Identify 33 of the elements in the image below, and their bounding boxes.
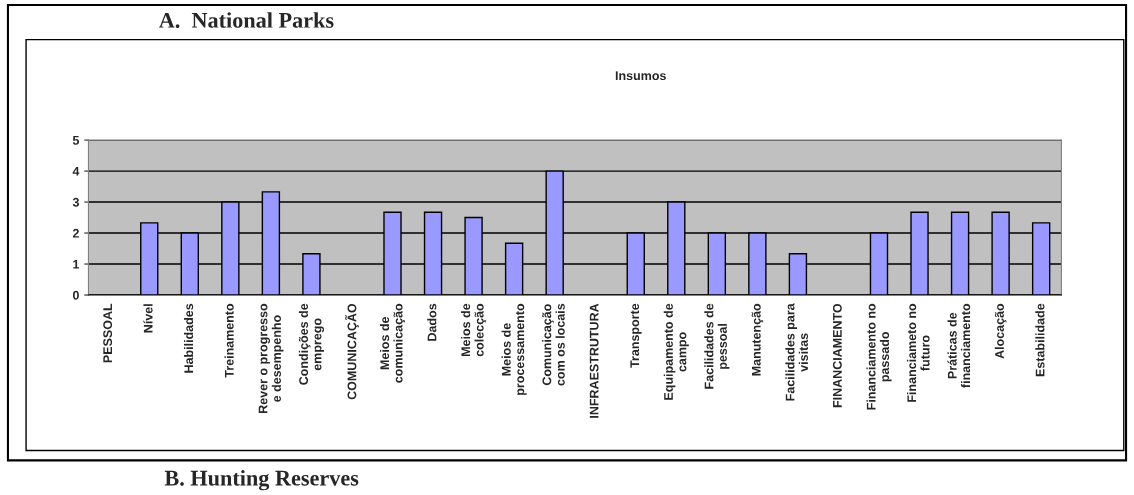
text: B. Hunting Reserves [164, 469, 359, 491]
y-tick-label: 5 [72, 136, 80, 145]
x-tick-label: FINANCIAMENTO [832, 303, 842, 408]
y-tick-label: 3 [72, 197, 79, 207]
y-tick-label: 4 [72, 167, 80, 176]
x-tick-label: Meios de processamento [501, 303, 527, 395]
y-tick-label: 2 [72, 228, 79, 238]
x-tick-label: Dados [427, 303, 437, 341]
x-tick-label: Treinamento [224, 303, 234, 378]
x-tick-label: Habilidades [183, 303, 194, 373]
x-tick-label: Práticas de financiamento [947, 303, 971, 388]
y-tick-label: 1 [73, 259, 80, 269]
x-tick-label: COMUNICAÇÃO [345, 303, 359, 400]
x-tick-label: Rever o progresso e desempenho [258, 303, 284, 413]
x-tick-label: Estabilidade [1035, 303, 1045, 377]
x-tick-label: INFRAESTRUTURA [589, 303, 599, 418]
x-tick-label: PESSOAL [103, 303, 113, 363]
x-tick-label: Facilidades para visitas [785, 303, 808, 401]
x-tick-label: Condições de emprego [298, 303, 325, 385]
x-tick-label: Financiameto no futuro [906, 303, 930, 402]
x-tick-label: Facilidades de pessoal [704, 303, 730, 389]
x-tick-label: Financiamento no passado [866, 303, 892, 410]
chart-subtitle: Insumos [615, 71, 666, 81]
x-tick-label: Transporte [630, 303, 642, 368]
x-tick-label: Meios de colecção [461, 303, 487, 357]
x-tick-label: Equipamento de campo [663, 303, 689, 400]
x-tick-label: Manutenção [751, 303, 764, 376]
x-tick-label: Meios de comunicação [379, 303, 406, 383]
x-tick-label: Comunicação com os locais [542, 303, 565, 386]
x-tick-label: Alocação [994, 303, 1007, 359]
x-tick-label: Nível [143, 304, 153, 333]
chart-title: A. National Parks [158, 12, 334, 28]
y-tick-label: 0 [72, 290, 79, 300]
